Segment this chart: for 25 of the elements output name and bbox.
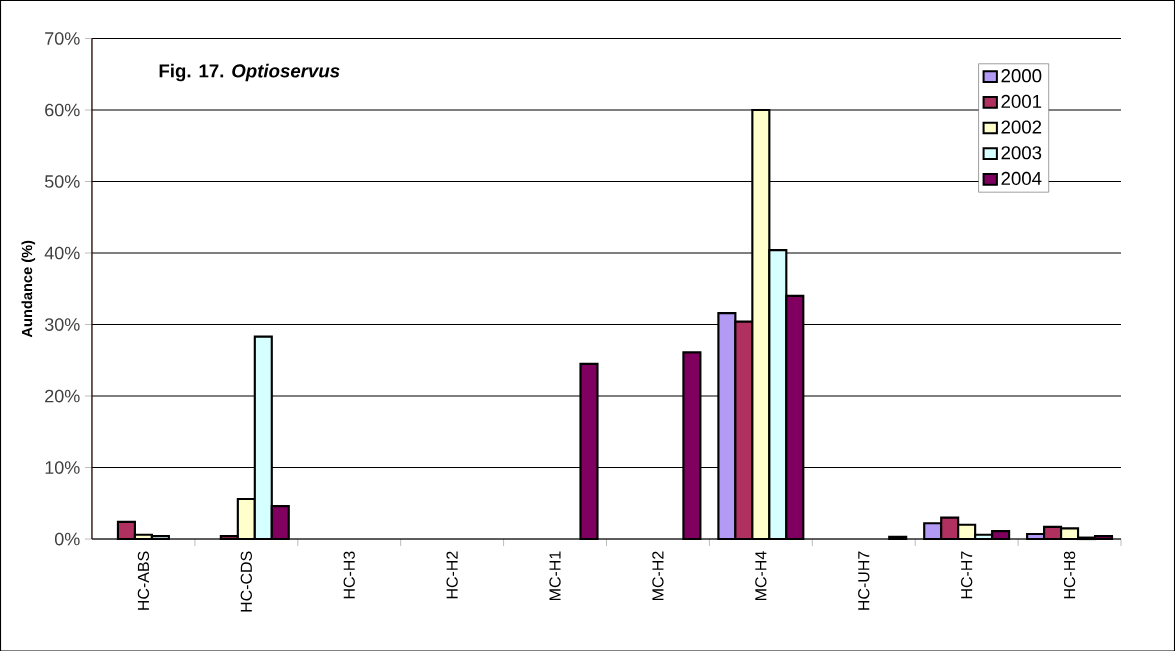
y-tick-label: 10% bbox=[45, 460, 80, 474]
legend-label: 2004 bbox=[1001, 171, 1042, 185]
x-tick-label: MC-H2 bbox=[652, 551, 664, 600]
y-tick-label: 30% bbox=[44, 317, 80, 331]
x-tick-label: HC-H2 bbox=[446, 551, 458, 599]
x-tick-label: MC-H4 bbox=[755, 550, 767, 600]
x-tick-label: MC-H1 bbox=[549, 551, 561, 600]
y-tick-label: 20% bbox=[45, 389, 80, 403]
x-tick-label: HC-UH7 bbox=[858, 551, 870, 610]
x-tick-label: HC-H3 bbox=[343, 551, 355, 599]
y-tick-label: 70% bbox=[45, 31, 80, 45]
x-tick-label: HC-H7 bbox=[961, 551, 973, 599]
legend-label: 2003 bbox=[1001, 145, 1042, 160]
y-tick-label: 60% bbox=[45, 103, 80, 117]
legend-label: 2000 bbox=[1001, 68, 1042, 83]
x-tick-label: HC-H8 bbox=[1063, 551, 1076, 599]
legend-label: 2002 bbox=[1001, 120, 1042, 134]
text: Fig. 17. Optioservus bbox=[159, 63, 340, 82]
legend-label: 2001 bbox=[1001, 94, 1042, 108]
y-tick-label: 0% bbox=[54, 532, 80, 546]
y-tick-label: 50% bbox=[44, 174, 80, 188]
x-tick-label: HC-CDS bbox=[240, 551, 252, 612]
y-tick-label: 40% bbox=[44, 246, 80, 260]
x-tick-label: HC-ABS bbox=[137, 551, 150, 610]
y-axis-title: Aundance (%) bbox=[21, 240, 36, 338]
